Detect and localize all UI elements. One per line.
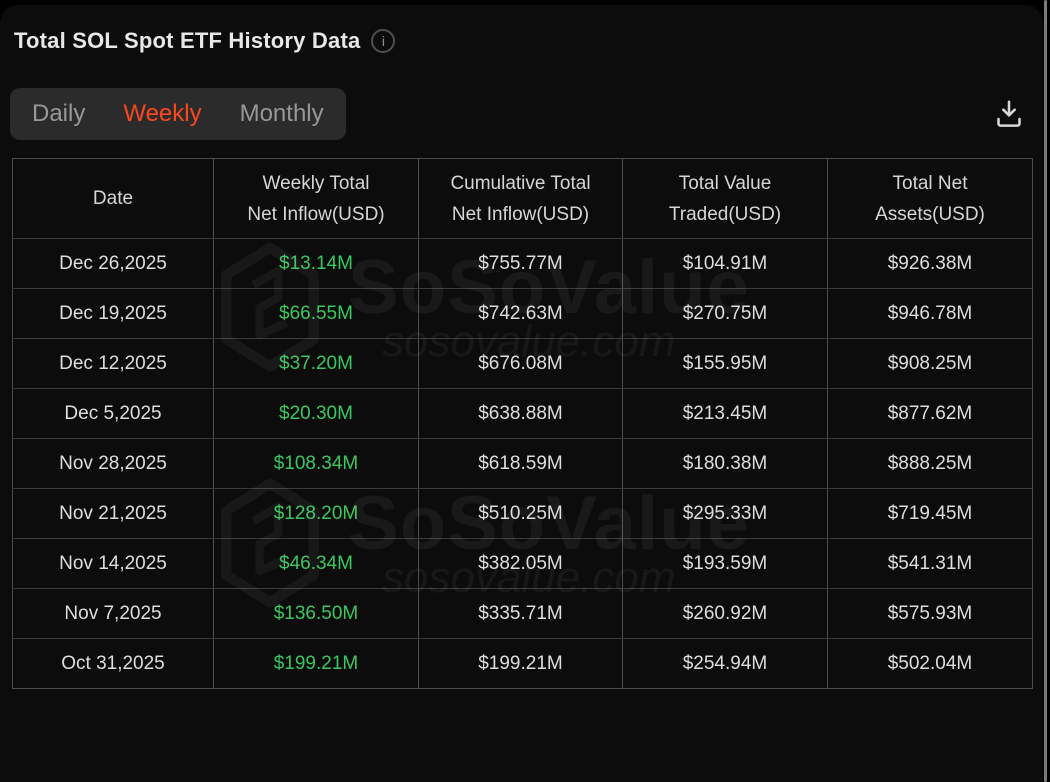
cell-date: Oct 31,2025 <box>12 638 214 689</box>
cell-net-assets: $877.62M <box>827 388 1033 439</box>
cell-weekly-inflow: $37.20M <box>213 338 419 389</box>
cell-net-assets: $502.04M <box>827 638 1033 689</box>
tab-weekly[interactable]: Weekly <box>123 100 202 127</box>
table-row: Oct 31,2025 $199.21M $199.21M $254.94M $… <box>12 638 1033 689</box>
cell-value-traded: $254.94M <box>622 638 828 689</box>
cell-value-traded: $180.38M <box>622 438 828 489</box>
cell-cumulative-inflow: $335.71M <box>418 588 623 639</box>
cell-net-assets: $926.38M <box>827 238 1033 289</box>
cell-cumulative-inflow: $199.21M <box>418 638 623 689</box>
cell-weekly-inflow: $108.34M <box>213 438 419 489</box>
cell-weekly-inflow: $20.30M <box>213 388 419 439</box>
cell-cumulative-inflow: $638.88M <box>418 388 623 439</box>
cell-value-traded: $260.92M <box>622 588 828 639</box>
cell-value-traded: $270.75M <box>622 288 828 339</box>
col-header-date: Date <box>12 158 214 239</box>
col-header-net-assets: Total Net Assets(USD) <box>827 158 1033 239</box>
table-row: Dec 5,2025 $20.30M $638.88M $213.45M $87… <box>12 388 1033 439</box>
cell-weekly-inflow: $136.50M <box>213 588 419 639</box>
cell-date: Dec 5,2025 <box>12 388 214 439</box>
table-header-row: Date Weekly Total Net Inflow(USD) Cumulat… <box>12 158 1033 239</box>
cell-value-traded: $213.45M <box>622 388 828 439</box>
cell-net-assets: $888.25M <box>827 438 1033 489</box>
cell-weekly-inflow: $46.34M <box>213 538 419 589</box>
cell-net-assets: $908.25M <box>827 338 1033 389</box>
cell-cumulative-inflow: $510.25M <box>418 488 623 539</box>
period-tabbar: Daily Weekly Monthly <box>10 88 346 140</box>
cell-date: Nov 7,2025 <box>12 588 214 639</box>
col-header-value-traded: Total Value Traded(USD) <box>622 158 828 239</box>
title-row: Total SOL Spot ETF History Data i <box>14 28 396 54</box>
cell-net-assets: $541.31M <box>827 538 1033 589</box>
table-row: Nov 21,2025 $128.20M $510.25M $295.33M $… <box>12 488 1033 539</box>
cell-weekly-inflow: $13.14M <box>213 238 419 289</box>
download-icon <box>997 100 1021 127</box>
cell-cumulative-inflow: $755.77M <box>418 238 623 289</box>
table-row: Nov 7,2025 $136.50M $335.71M $260.92M $5… <box>12 588 1033 639</box>
cell-value-traded: $155.95M <box>622 338 828 389</box>
etf-history-table: Date Weekly Total Net Inflow(USD) Cumulat… <box>12 158 1033 689</box>
download-button[interactable] <box>988 92 1030 134</box>
tab-monthly[interactable]: Monthly <box>239 100 324 127</box>
cell-date: Nov 21,2025 <box>12 488 214 539</box>
cell-cumulative-inflow: $742.63M <box>418 288 623 339</box>
cell-net-assets: $946.78M <box>827 288 1033 339</box>
cell-date: Dec 12,2025 <box>12 338 214 389</box>
cell-date: Dec 19,2025 <box>12 288 214 339</box>
cell-weekly-inflow: $199.21M <box>213 638 419 689</box>
cell-net-assets: $719.45M <box>827 488 1033 539</box>
cell-net-assets: $575.93M <box>827 588 1033 639</box>
cell-date: Dec 26,2025 <box>12 238 214 289</box>
col-header-cumulative-inflow: Cumulative Total Net Inflow(USD) <box>418 158 623 239</box>
cell-value-traded: $104.91M <box>622 238 828 289</box>
page-title: Total SOL Spot ETF History Data <box>14 28 361 53</box>
cell-weekly-inflow: $128.20M <box>213 488 419 539</box>
cell-date: Nov 14,2025 <box>12 538 214 589</box>
cell-date: Nov 28,2025 <box>12 438 214 489</box>
tab-daily[interactable]: Daily <box>32 100 86 127</box>
cell-cumulative-inflow: $676.08M <box>418 338 623 389</box>
col-header-weekly-inflow: Weekly Total Net Inflow(USD) <box>213 158 419 239</box>
table-row: Dec 19,2025 $66.55M $742.63M $270.75M $9… <box>12 288 1033 339</box>
table-body: Dec 26,2025 $13.14M $755.77M $104.91M $9… <box>12 238 1033 689</box>
cell-cumulative-inflow: $382.05M <box>418 538 623 589</box>
vertical-scrollbar[interactable] <box>1044 0 1047 782</box>
table-row: Nov 14,2025 $46.34M $382.05M $193.59M $5… <box>12 538 1033 589</box>
cell-value-traded: $193.59M <box>622 538 828 589</box>
cell-value-traded: $295.33M <box>622 488 828 539</box>
table-row: Nov 28,2025 $108.34M $618.59M $180.38M $… <box>12 438 1033 489</box>
table-row: Dec 12,2025 $37.20M $676.08M $155.95M $9… <box>12 338 1033 389</box>
cell-weekly-inflow: $66.55M <box>213 288 419 339</box>
table-row: Dec 26,2025 $13.14M $755.77M $104.91M $9… <box>12 238 1033 289</box>
info-icon[interactable]: i <box>371 29 396 53</box>
cell-cumulative-inflow: $618.59M <box>418 438 623 489</box>
